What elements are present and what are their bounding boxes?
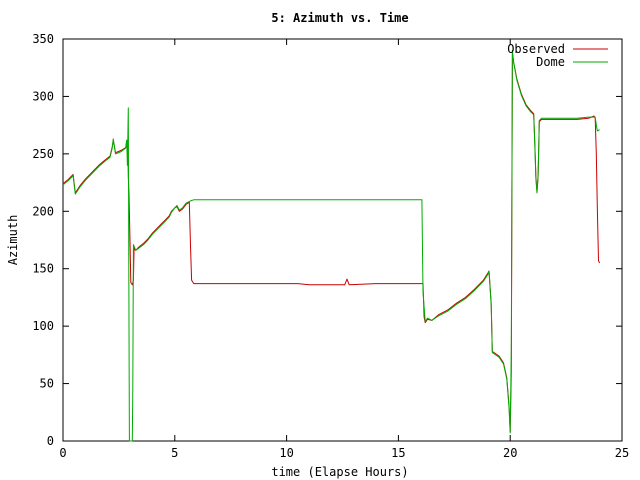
- x-axis: 0 5 10 15 20 25: [59, 39, 629, 460]
- x-tick-label: 5: [171, 446, 178, 460]
- y-tick-label: 200: [32, 204, 54, 218]
- plot-area-border: [62, 38, 623, 442]
- y-tick-label: 100: [32, 319, 54, 333]
- series-line-observed: [62, 52, 601, 433]
- x-tick-label: 10: [279, 446, 293, 460]
- x-axis-label: time (Elapse Hours): [271, 465, 408, 479]
- y-axis-label: Azimuth: [6, 215, 20, 266]
- y-axis: 0 50 100 150 200 250 300 350: [32, 32, 622, 448]
- series-line-dome: [62, 50, 600, 442]
- y-tick-label: 0: [47, 434, 54, 448]
- x-tick-label: 20: [503, 446, 517, 460]
- x-tick-label: 0: [59, 446, 66, 460]
- y-tick-label: 350: [32, 32, 54, 46]
- series-layer: [62, 50, 601, 442]
- chart-title: 5: Azimuth vs. Time: [271, 11, 408, 25]
- legend-label-observed: Observed: [507, 42, 565, 56]
- y-tick-label: 50: [40, 377, 54, 391]
- legend-label-dome: Dome: [536, 55, 565, 69]
- y-tick-label: 150: [32, 262, 54, 276]
- x-tick-label: 25: [615, 446, 629, 460]
- y-tick-label: 250: [32, 147, 54, 161]
- x-tick-label: 15: [391, 446, 405, 460]
- y-tick-label: 300: [32, 89, 54, 103]
